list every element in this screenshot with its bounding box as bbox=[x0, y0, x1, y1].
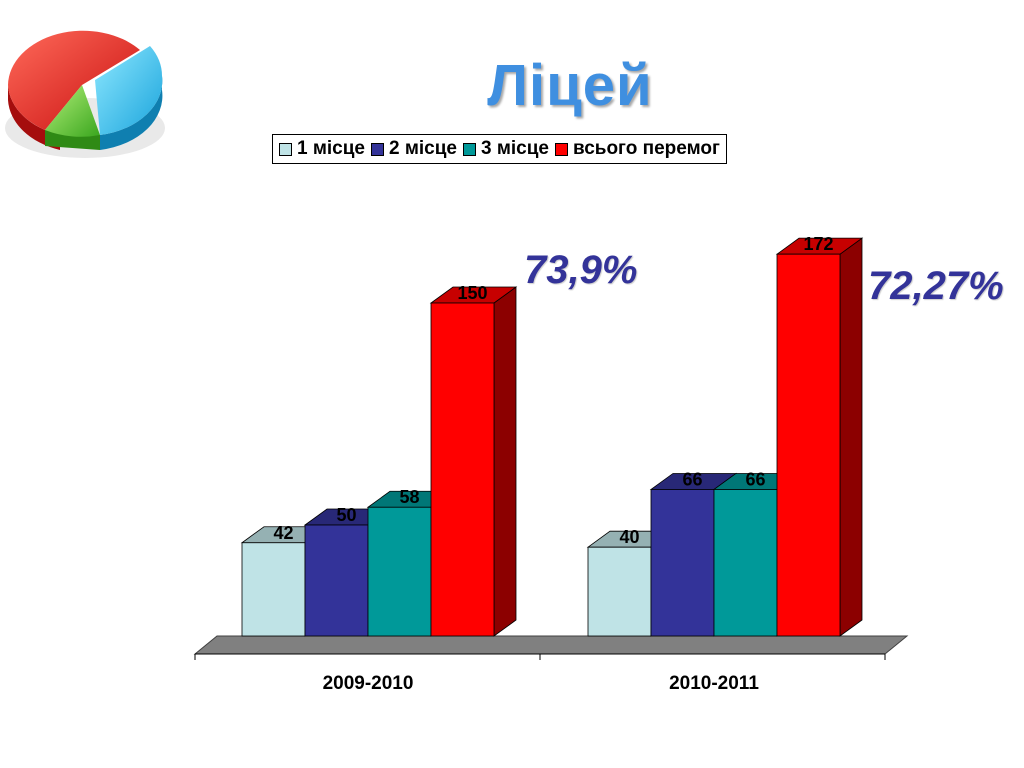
legend-swatch bbox=[555, 142, 568, 156]
chart-legend: 1 місце 2 місце 3 місце всього перемог bbox=[272, 134, 727, 164]
bar bbox=[241, 542, 306, 637]
bar bbox=[650, 489, 715, 637]
legend-label: 2 місце bbox=[389, 138, 457, 159]
x-tick-label: 2009-2010 bbox=[323, 673, 414, 694]
legend-swatch bbox=[279, 142, 292, 156]
legend-item: 1 місце bbox=[279, 138, 365, 160]
data-label: 172 bbox=[803, 234, 833, 254]
chart-floor bbox=[193, 635, 909, 655]
annotation-percent-2010-2011: 72,27% bbox=[868, 264, 1004, 308]
x-tick-label: 2010-2011 bbox=[669, 673, 759, 694]
data-label: 58 bbox=[399, 487, 419, 507]
data-label: 66 bbox=[682, 469, 702, 489]
page-title: Ліцей bbox=[487, 53, 653, 118]
data-label: 66 bbox=[745, 469, 765, 489]
legend-item: всього перемог bbox=[555, 138, 720, 160]
legend-label: 1 місце bbox=[297, 138, 365, 159]
data-label: 50 bbox=[336, 505, 356, 525]
bar bbox=[776, 253, 841, 637]
bar bbox=[304, 524, 369, 637]
bar bbox=[430, 302, 495, 637]
pie-chart-3d-icon bbox=[5, 30, 165, 158]
bar bbox=[587, 546, 652, 637]
data-label: 40 bbox=[619, 527, 639, 547]
legend-item: 3 місце bbox=[463, 138, 549, 160]
bar-side bbox=[493, 286, 517, 637]
bar bbox=[367, 506, 432, 637]
data-label: 42 bbox=[273, 523, 293, 543]
annotation-percent-2009-2010: 73,9% bbox=[524, 248, 638, 292]
bar bbox=[713, 489, 778, 637]
legend-label: 3 місце bbox=[481, 138, 549, 159]
legend-label: всього перемог bbox=[573, 138, 720, 159]
legend-swatch bbox=[371, 142, 384, 156]
data-label: 150 bbox=[457, 283, 487, 303]
bar-side bbox=[839, 237, 863, 637]
legend-item: 2 місце bbox=[371, 138, 457, 160]
legend-swatch bbox=[463, 142, 476, 156]
